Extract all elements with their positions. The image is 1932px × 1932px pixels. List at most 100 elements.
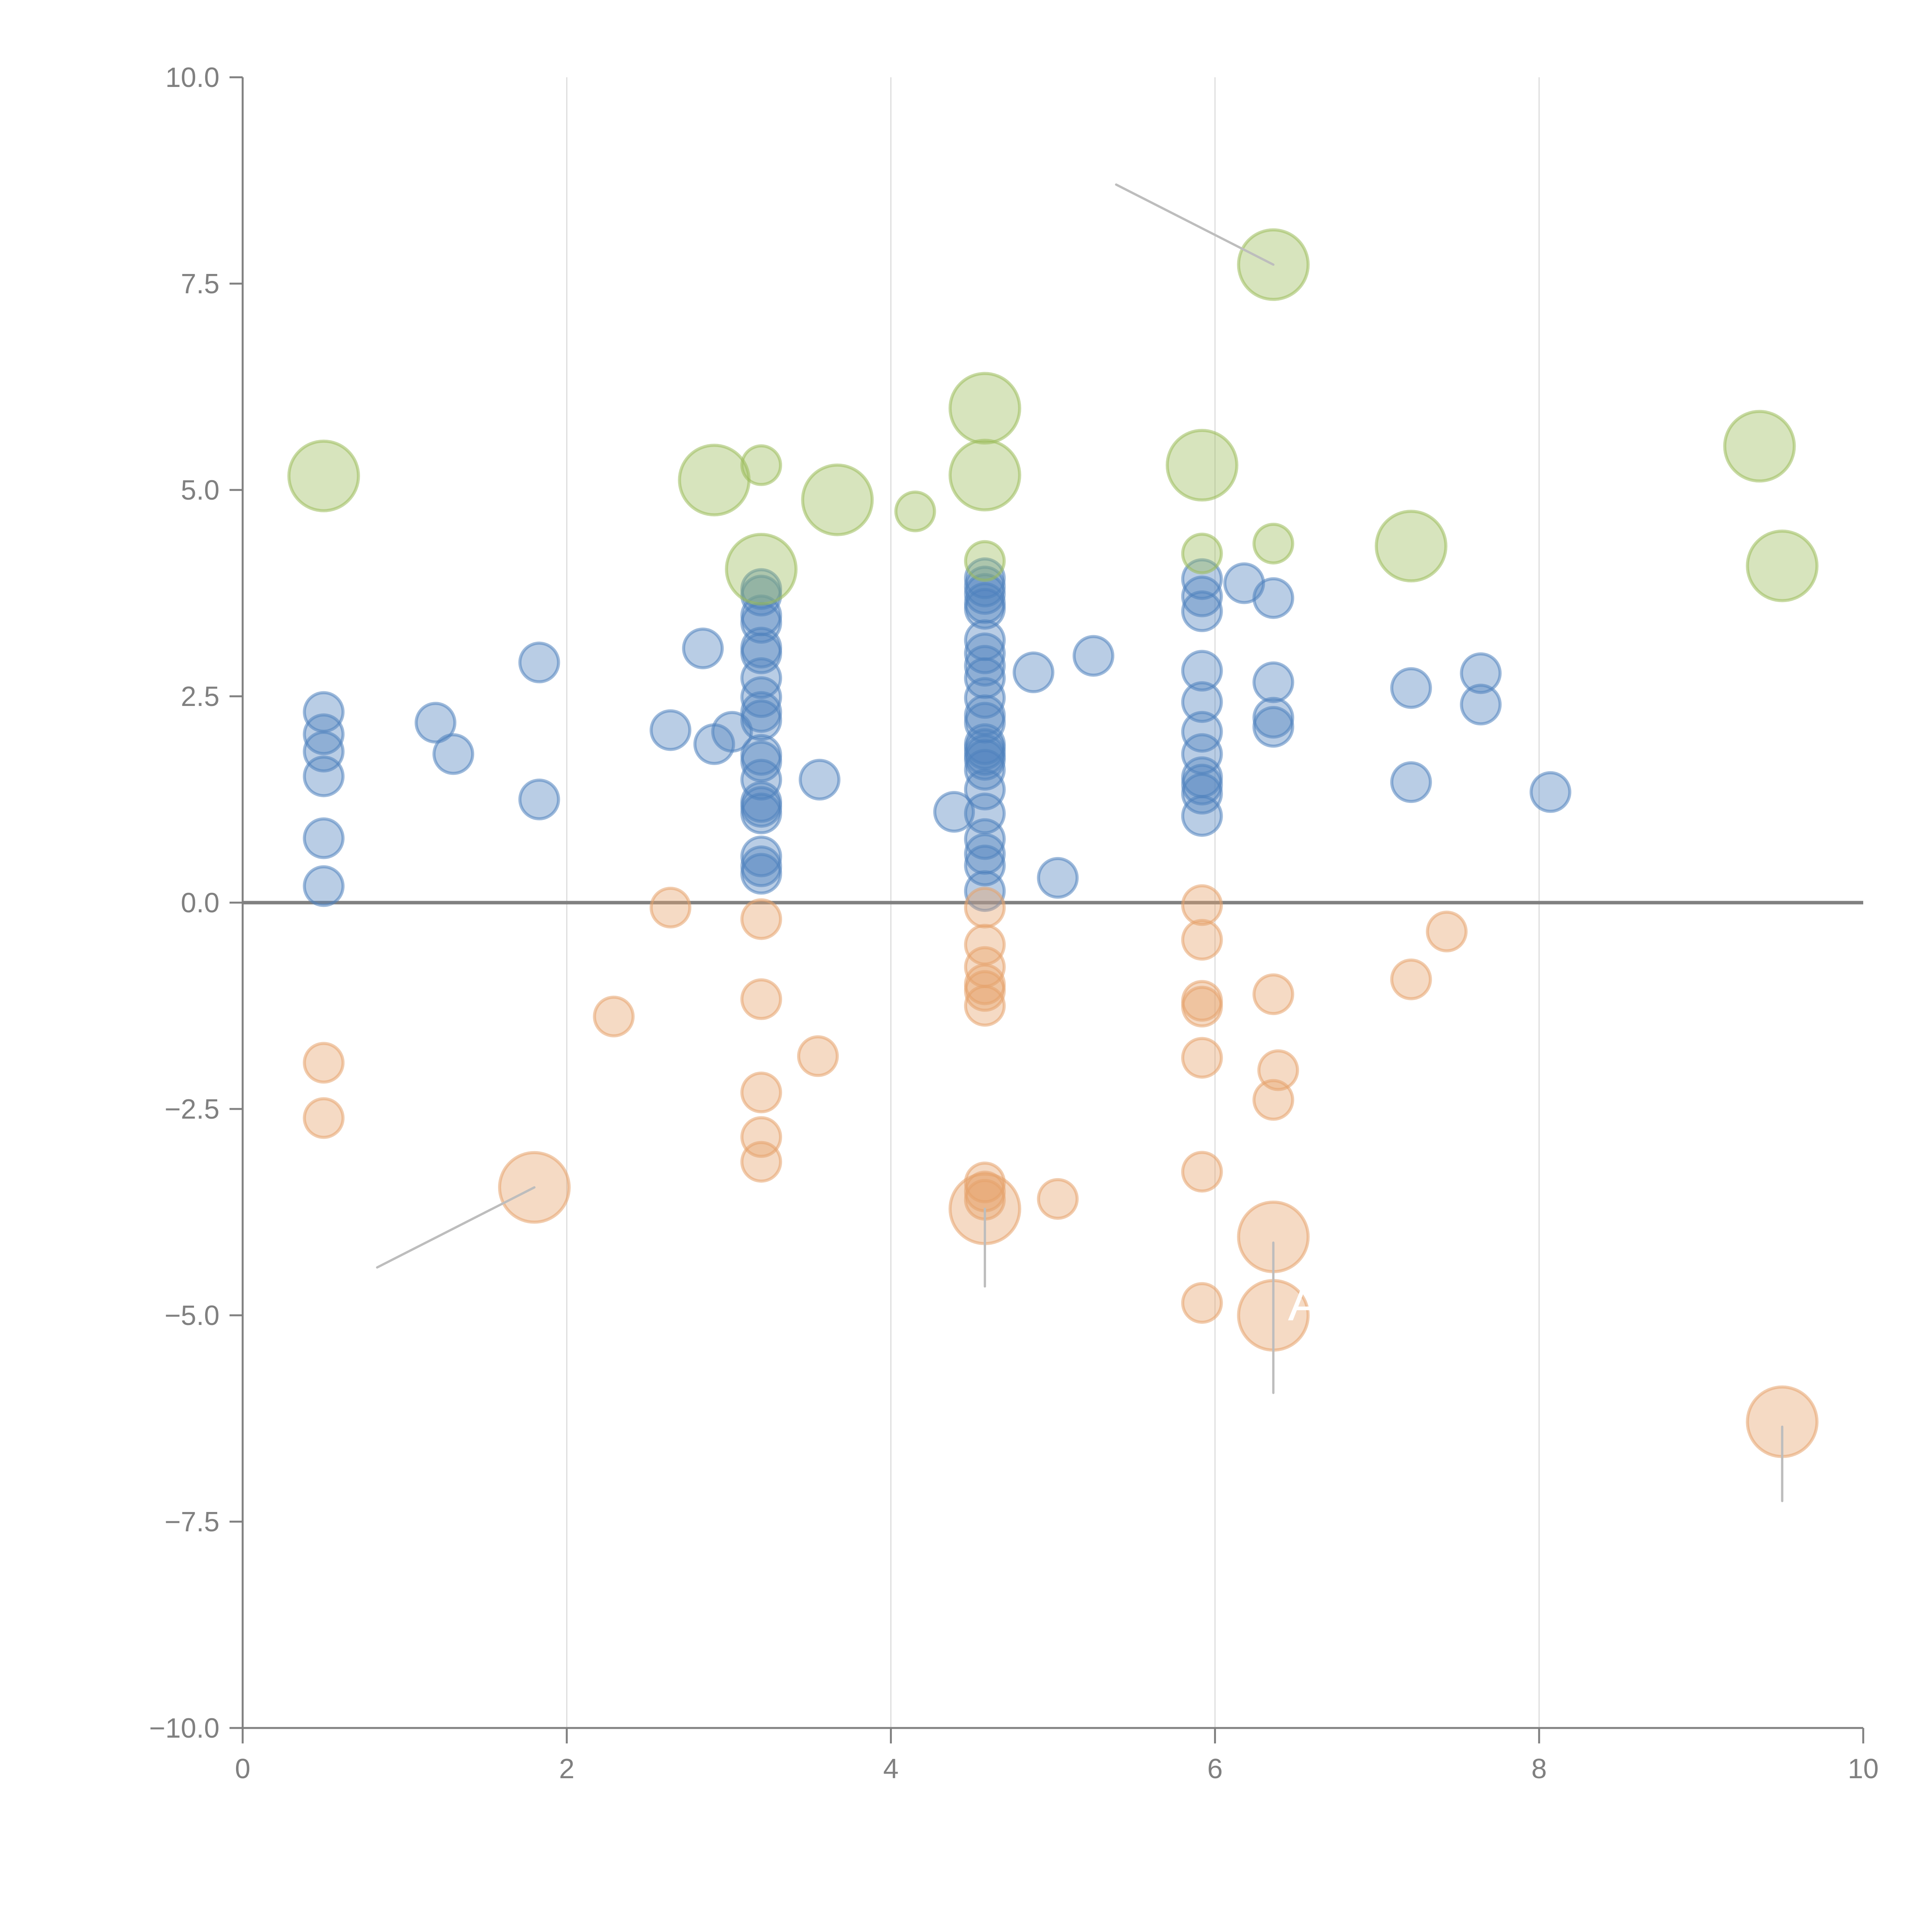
bubble-green <box>740 444 782 486</box>
y-tick-label: 10.0 <box>165 62 219 93</box>
bubble-orange <box>1426 910 1468 952</box>
bubble-blue <box>1390 761 1432 803</box>
y-tick-label: 5.0 <box>181 475 219 506</box>
y-tick-label: −10.0 <box>149 1713 219 1744</box>
bubble-green <box>1181 532 1223 575</box>
x-tick-label: 0 <box>235 1753 250 1784</box>
bubble-blue <box>303 817 345 859</box>
bubble-orange <box>1181 1151 1223 1193</box>
bubble-blue <box>740 676 782 718</box>
bubble-green <box>948 439 1021 512</box>
bubble-blue <box>1072 635 1114 677</box>
bubble-blue <box>415 702 457 744</box>
bubble-blue <box>1181 590 1223 632</box>
y-tick-label: 0.0 <box>181 888 219 918</box>
bubble-blue <box>1529 771 1571 813</box>
bubble-orange <box>740 1071 782 1114</box>
bubble-orange <box>1252 1079 1294 1121</box>
bubble-blue <box>1181 795 1223 837</box>
bubble-orange <box>303 1042 345 1084</box>
tick-labels: 0 2 4 6 8 10 10.0 7.5 5.0 2.5 0.0 −2.5 −5.0 −7.5 −10.0 <box>149 62 1879 1784</box>
annotation-line <box>376 1186 536 1269</box>
bubbles <box>287 228 1819 1458</box>
bubble-orange <box>1181 919 1223 961</box>
bubble-blue <box>303 755 345 798</box>
annotation-label: A <box>1288 1275 1321 1331</box>
bubble-blue <box>799 759 841 801</box>
bubble-orange <box>303 1097 345 1139</box>
bubble-green <box>894 490 936 532</box>
bubble-green <box>1723 410 1796 483</box>
bubble-blue <box>1181 575 1223 617</box>
bubble-blue <box>303 713 345 755</box>
bubble-blue <box>303 865 345 907</box>
bubble-blue <box>1252 661 1294 703</box>
axes <box>230 76 1864 1743</box>
y-tick-label: 7.5 <box>181 269 219 299</box>
bubble-blue <box>740 853 782 895</box>
bubble-blue <box>518 779 560 820</box>
bubble-orange <box>650 886 692 929</box>
series-blue <box>303 557 1571 912</box>
bubble-green <box>678 444 751 517</box>
bubble-blue <box>964 573 1006 615</box>
bubble-blue <box>1252 706 1294 748</box>
bubble-orange <box>1181 1282 1223 1324</box>
x-tick-label: 10 <box>1848 1753 1879 1784</box>
bubble-blue <box>1252 577 1294 619</box>
x-tick-label: 2 <box>559 1753 575 1784</box>
bubble-green <box>725 533 798 606</box>
bubble-blue <box>740 835 782 878</box>
bubble-orange <box>964 1162 1006 1204</box>
bubble-blue <box>650 709 692 751</box>
bubble-orange <box>964 970 1006 1012</box>
x-tick-label: 8 <box>1531 1753 1547 1784</box>
bubble-blue <box>1181 773 1223 815</box>
bubble-orange <box>797 1035 839 1077</box>
bubble-blue <box>682 628 724 670</box>
bubble-blue <box>1390 667 1432 709</box>
x-tick-label: 6 <box>1207 1753 1223 1784</box>
y-tick-label: −5.0 <box>165 1300 219 1331</box>
bubble-orange <box>1181 884 1223 926</box>
bubble-blue <box>518 641 560 684</box>
bubble-orange <box>964 886 1006 929</box>
bubble-blue <box>964 739 1006 781</box>
annotations: A <box>376 183 1784 1502</box>
bubble-blue <box>1460 684 1502 726</box>
bubble-blue <box>1181 681 1223 723</box>
annotation-line <box>1115 183 1275 266</box>
bubble-green <box>801 463 874 536</box>
bubble-green <box>1252 522 1294 565</box>
bubble-blue <box>1181 711 1223 753</box>
x-tick-label: 4 <box>883 1753 899 1784</box>
bubble-blue <box>1460 652 1502 694</box>
bubble-orange <box>1181 1037 1223 1079</box>
bubble-green <box>1746 529 1819 602</box>
bubble-blue <box>1012 651 1054 694</box>
bubble-blue <box>964 769 1006 811</box>
series-green <box>287 228 1819 606</box>
bubble-blue <box>1037 857 1079 899</box>
bubble-orange <box>740 1141 782 1183</box>
bubble-blue <box>1252 697 1294 739</box>
bubble-blue <box>432 733 474 775</box>
bubble-green <box>964 540 1006 582</box>
bubble-blue <box>740 793 782 835</box>
bubble-orange <box>740 978 782 1020</box>
bubble-blue <box>964 870 1006 912</box>
bubble-blue <box>933 791 975 833</box>
bubble-blue <box>964 588 1006 630</box>
bubble-blue <box>1181 764 1223 806</box>
bubble-blue <box>964 645 1006 687</box>
bubble-green <box>287 439 360 512</box>
y-tick-label: −2.5 <box>165 1094 219 1125</box>
bubble-green <box>1165 429 1238 502</box>
bubble-green <box>948 372 1021 445</box>
bubble-orange <box>1037 1178 1079 1220</box>
bubble-orange <box>1390 958 1432 1000</box>
bubble-orange <box>740 898 782 940</box>
y-tick-label: −7.5 <box>165 1507 219 1537</box>
y-tick-label: 2.5 <box>181 681 219 712</box>
